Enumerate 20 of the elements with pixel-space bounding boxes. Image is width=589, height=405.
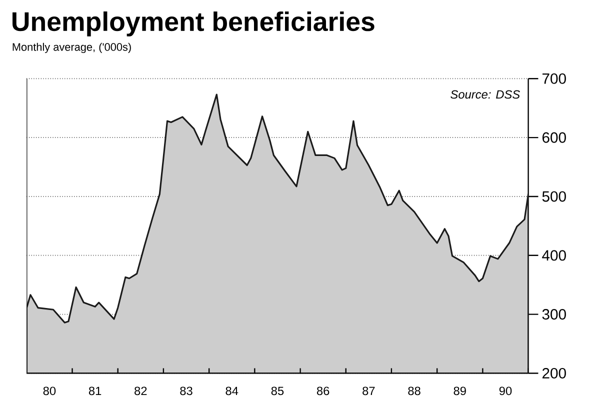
y-tick-label: 400 [542, 250, 566, 261]
x-tick-label: 88 [408, 386, 420, 396]
x-tick-label: 81 [88, 386, 102, 396]
x-tick-label: 90 [499, 386, 512, 396]
annotation: Source: DSS [450, 90, 520, 99]
x-tick-label: 82 [134, 386, 147, 396]
y-tick-label: 500 [542, 191, 566, 202]
x-tick-label: 87 [362, 386, 375, 396]
y-tick-label: 600 [542, 132, 566, 143]
chart-title: Unemployment beneficiaries [12, 11, 374, 36]
y-tick-label: 300 [542, 309, 566, 320]
x-tick-label: 86 [316, 386, 330, 396]
x-tick-label: 80 [43, 386, 56, 396]
y-tick-label: 200 [542, 368, 566, 378]
x-tick-label: 85 [271, 386, 284, 396]
y-tick-label: 700 [542, 73, 566, 84]
x-tick-label: 83 [180, 386, 192, 396]
x-tick-label: 84 [226, 386, 238, 396]
chart-subtitle: Monthly average, ('000s) [12, 42, 131, 53]
x-tick-label: 89 [454, 386, 466, 396]
